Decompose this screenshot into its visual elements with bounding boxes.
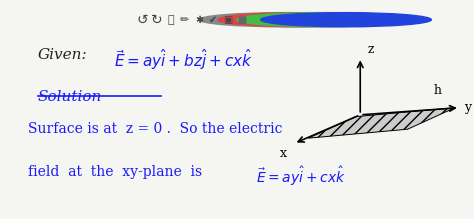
Text: ✱: ✱: [195, 15, 203, 25]
Text: h: h: [434, 84, 442, 97]
Text: $\vec{E} = ay\hat{i} + bz\hat{j} + cx\hat{k}$: $\vec{E} = ay\hat{i} + bz\hat{j} + cx\ha…: [114, 47, 253, 72]
Text: x: x: [280, 147, 287, 160]
Text: ▣: ▣: [223, 15, 232, 25]
Text: ↺: ↺: [137, 13, 148, 27]
Text: z: z: [367, 42, 374, 56]
Text: $\vec{E} = ay\hat{i} + cx\hat{k}$: $\vec{E} = ay\hat{i} + cx\hat{k}$: [256, 165, 346, 188]
Text: field  at  the  xy-plane  is: field at the xy-plane is: [28, 165, 202, 179]
Circle shape: [199, 13, 370, 27]
Text: ■: ■: [237, 15, 246, 25]
Circle shape: [261, 13, 431, 27]
Text: ⌕: ⌕: [167, 15, 174, 25]
Text: Surface is at  z = 0 .  So the electric: Surface is at z = 0 . So the electric: [28, 122, 283, 136]
Text: ✏: ✏: [180, 15, 190, 25]
Circle shape: [218, 13, 389, 27]
Text: y: y: [465, 101, 472, 114]
Polygon shape: [308, 108, 455, 138]
Text: ↻: ↻: [151, 13, 162, 27]
Circle shape: [237, 13, 408, 27]
Text: Solution: Solution: [38, 90, 102, 104]
Text: ✔: ✔: [209, 15, 218, 25]
Text: Given:: Given:: [38, 48, 88, 62]
